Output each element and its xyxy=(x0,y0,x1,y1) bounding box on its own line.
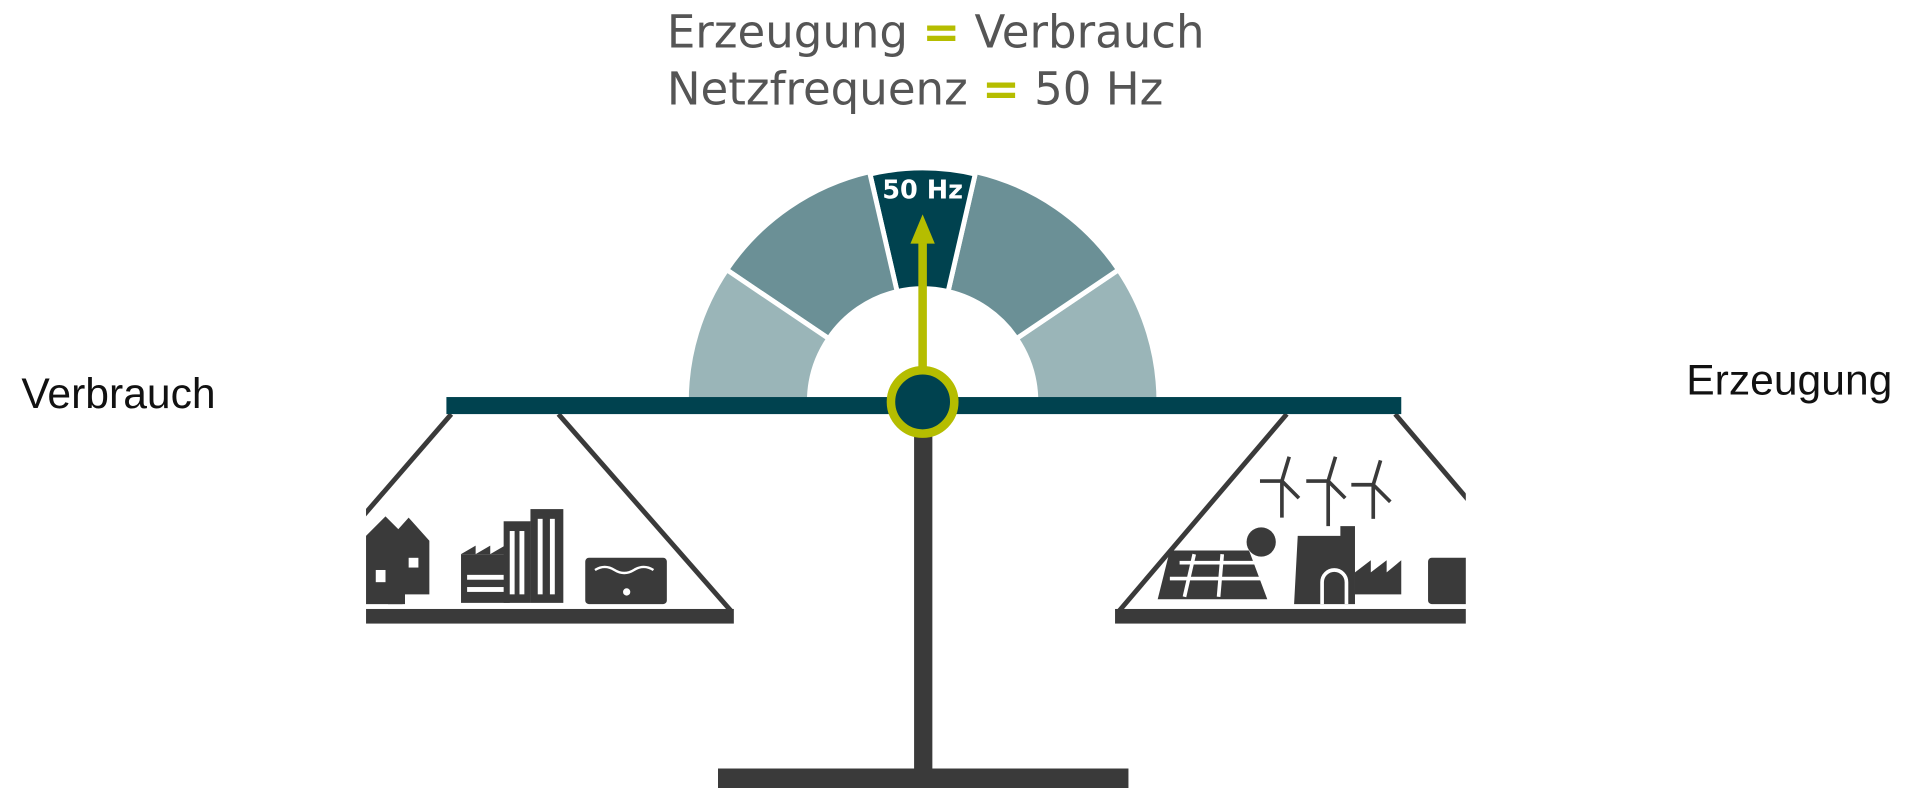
title-term: 50 Hz xyxy=(1034,63,1163,116)
title-line-1: Erzeugung = Verbrauch xyxy=(667,5,1205,58)
scale-pole xyxy=(914,426,933,770)
title-term: Verbrauch xyxy=(974,5,1204,58)
title-term: Netzfrequenz xyxy=(667,63,968,116)
scale-base xyxy=(718,768,1129,788)
title-line-2: Netzfrequenz = 50 Hz xyxy=(667,63,1163,116)
gauge-label: 50 Hz xyxy=(882,176,963,206)
equals-sign: = xyxy=(922,5,960,58)
scale xyxy=(366,397,1466,788)
pans xyxy=(366,412,1466,624)
consumption-label: Verbrauch xyxy=(21,370,215,418)
frequency-gauge xyxy=(683,165,1162,405)
title-term: Erzeugung xyxy=(667,5,908,58)
needle xyxy=(886,214,959,438)
generation-label: Erzeugung xyxy=(1686,357,1892,405)
equals-sign: = xyxy=(982,63,1020,116)
gauge-segment xyxy=(945,168,1122,342)
